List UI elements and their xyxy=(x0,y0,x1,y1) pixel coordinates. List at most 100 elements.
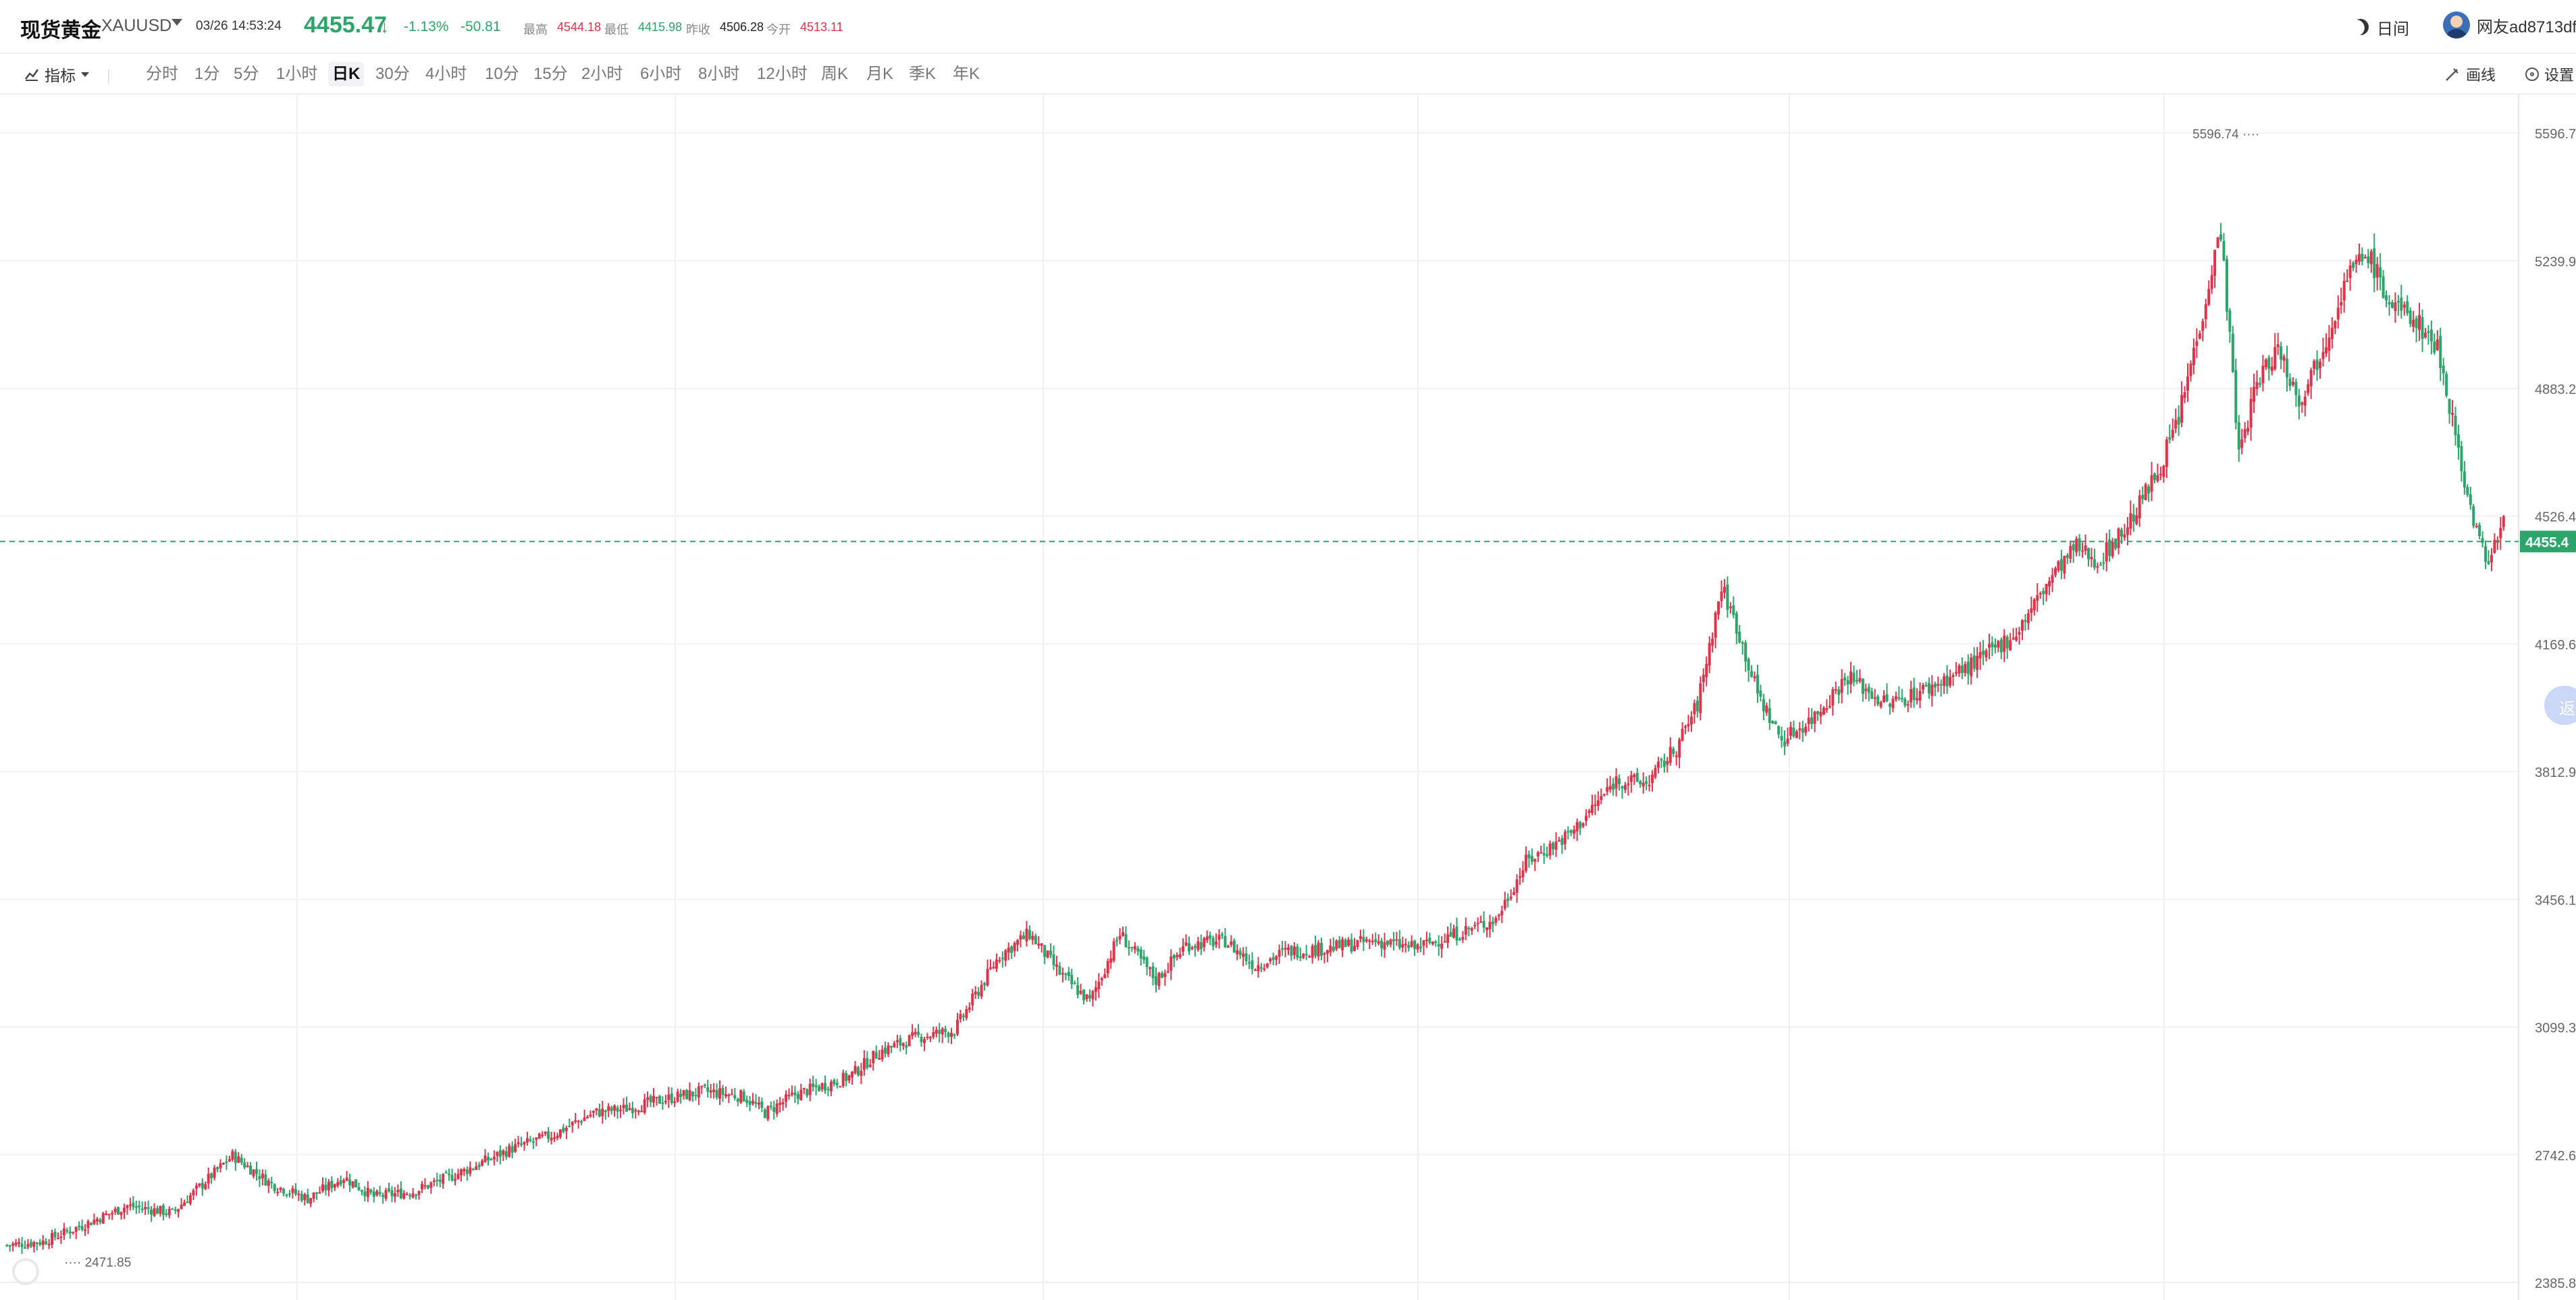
symbol-code[interactable]: XAUUSD xyxy=(101,16,172,35)
side-floating-button[interactable]: 返 xyxy=(2544,686,2576,725)
candle-body xyxy=(2018,632,2021,635)
candle-body xyxy=(1028,930,1031,939)
candle-body xyxy=(2207,289,2211,305)
indicator-button[interactable]: 指标 xyxy=(24,62,89,86)
candle-body xyxy=(291,1188,294,1193)
y-tick-label: 4526.4 xyxy=(2535,510,2576,525)
candle-body xyxy=(300,1193,303,1201)
chevron-down-icon[interactable] xyxy=(172,19,182,26)
candle-body xyxy=(2108,539,2111,556)
candle-body xyxy=(74,1226,78,1233)
candle-body xyxy=(595,1108,598,1111)
candle-body xyxy=(2020,620,2024,631)
candle-body xyxy=(1461,937,1465,940)
draw-line-button[interactable]: 画线 xyxy=(2444,62,2496,86)
candle-body xyxy=(872,1050,875,1064)
candle-body xyxy=(941,1028,944,1035)
timeframe-tab[interactable]: 5分 xyxy=(234,65,259,83)
candle-body xyxy=(72,1231,75,1233)
candle-body xyxy=(1921,685,1924,690)
candle-body xyxy=(2303,396,2307,406)
candle-body xyxy=(2409,310,2412,324)
candle-body xyxy=(2475,526,2478,528)
moon-icon xyxy=(2350,16,2372,38)
candle-body xyxy=(1927,682,1930,694)
candle-body xyxy=(1822,707,1825,715)
candle-body xyxy=(935,1029,938,1034)
candle-body xyxy=(1401,944,1404,948)
candle-body xyxy=(2096,566,2099,568)
pen-icon xyxy=(2446,68,2459,81)
candle-body xyxy=(1163,973,1167,977)
timeframe-tab[interactable]: 1分 xyxy=(194,65,220,83)
candle-body xyxy=(84,1229,87,1231)
candle-body xyxy=(2198,333,2201,339)
candle-body xyxy=(240,1158,243,1163)
timeframe-tab[interactable]: 12小时 xyxy=(757,65,808,83)
candle-body xyxy=(351,1181,354,1187)
candle-body xyxy=(577,1120,580,1122)
candle-body xyxy=(2192,348,2195,366)
candle-body xyxy=(772,1107,776,1112)
candle-body xyxy=(950,1033,953,1037)
candle-body xyxy=(2039,593,2042,595)
timeframe-tab[interactable]: 年K xyxy=(953,65,980,83)
candle-body xyxy=(944,1029,947,1033)
candle-body xyxy=(911,1032,914,1036)
candle-body xyxy=(35,1242,38,1244)
candle-body xyxy=(2225,259,2228,312)
settings-button[interactable]: 设置 xyxy=(2525,62,2574,86)
timeframe-tab[interactable]: 30分 xyxy=(375,65,410,83)
candle-body xyxy=(2375,264,2379,278)
candle-body xyxy=(2135,515,2138,524)
candle-body xyxy=(589,1114,592,1116)
timeframe-tab[interactable]: 6小时 xyxy=(640,65,682,83)
candle-body xyxy=(171,1208,174,1210)
candle-body xyxy=(1888,703,1891,707)
timeframe-tab[interactable]: 15分 xyxy=(533,65,568,83)
candle-body xyxy=(1232,940,1236,953)
candle-body xyxy=(2264,359,2267,368)
candle-body xyxy=(895,1040,899,1043)
candle-body xyxy=(2487,561,2490,564)
user-menu[interactable]: 网友ad8713df xyxy=(2443,11,2576,38)
candle-body xyxy=(1596,800,1600,806)
candlestick-chart[interactable]: 4455.4 5596.74 5239.9 4883.2 4526.4 4169.6 381… xyxy=(0,94,2576,1300)
candle-body xyxy=(1668,747,1672,763)
candle-body xyxy=(847,1075,851,1081)
prev-close-label: 昨收 xyxy=(686,23,710,36)
timeframe-tab[interactable]: 2小时 xyxy=(581,65,623,83)
candle-body xyxy=(525,1138,529,1143)
candle-body xyxy=(1621,786,1624,788)
candle-body xyxy=(1689,716,1693,725)
candle-body xyxy=(1458,939,1461,941)
theme-toggle-button[interactable]: 日间 xyxy=(2352,13,2409,40)
candle-body xyxy=(1765,705,1768,713)
timeframe-tab[interactable]: 月K xyxy=(866,65,894,83)
candle-body xyxy=(2456,434,2460,448)
candle-body xyxy=(86,1221,90,1228)
candle-body xyxy=(1004,950,1007,961)
timeframe-tab[interactable]: 8小时 xyxy=(698,65,740,83)
timeframe-tab[interactable]: 1小时 xyxy=(276,65,318,83)
candle-body xyxy=(1353,946,1357,951)
candle-body xyxy=(1347,940,1350,946)
candle-body xyxy=(1031,936,1034,940)
candle-body xyxy=(625,1104,628,1112)
timeframe-tab[interactable]: 季K xyxy=(909,65,937,83)
candle-body xyxy=(1552,842,1555,850)
candle-body xyxy=(1660,759,1663,761)
timeframe-tab[interactable]: 周K xyxy=(821,65,849,83)
candle-body xyxy=(1858,678,1862,682)
symbol-name[interactable]: 现货黄金 xyxy=(20,20,101,42)
timeframe-tab-active[interactable]: 日K xyxy=(328,62,365,86)
candle-body xyxy=(1687,724,1690,727)
candle-body xyxy=(2307,384,2310,394)
timeframe-tab[interactable]: 4小时 xyxy=(425,65,467,83)
timeframe-tab[interactable]: 分时 xyxy=(146,65,178,83)
current-price-label: 4455.4 xyxy=(2525,535,2569,550)
timeframe-tab[interactable]: 10分 xyxy=(485,65,519,83)
candle-body xyxy=(459,1169,463,1176)
arrow-down-icon: ↓ xyxy=(380,16,389,36)
candle-body xyxy=(2032,599,2036,610)
